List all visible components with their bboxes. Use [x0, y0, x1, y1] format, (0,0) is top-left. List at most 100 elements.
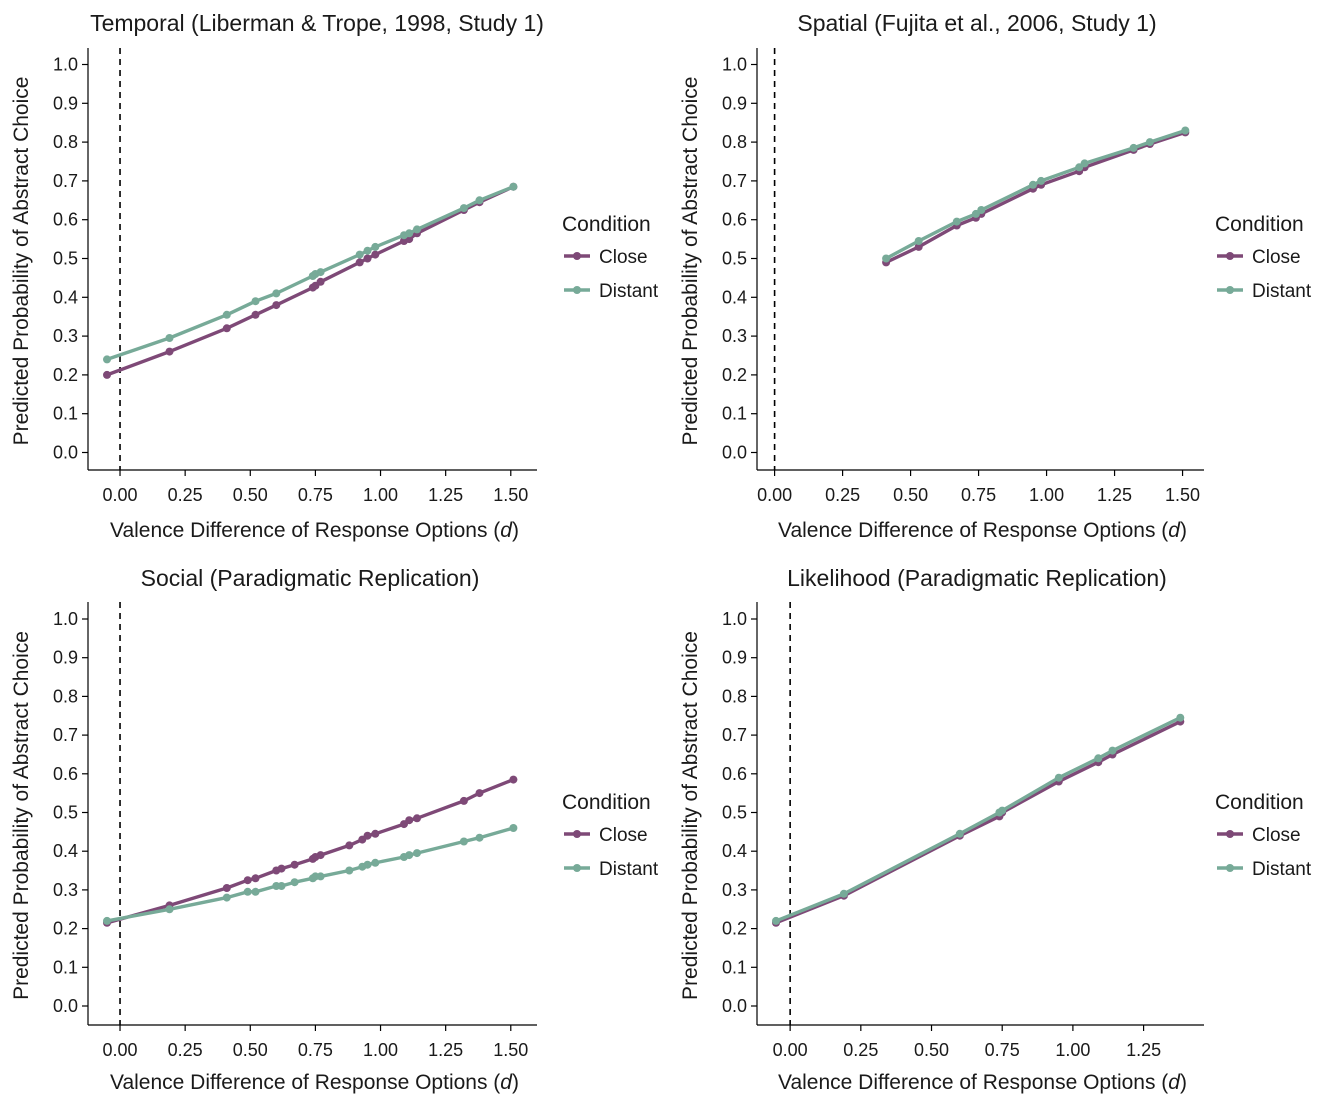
data-point-close	[103, 370, 111, 379]
data-point-close	[277, 864, 286, 873]
chart-panel-4: Likelihood (Paradigmatic Replication) 0.0…	[679, 565, 1312, 1094]
y-tick-label: 0.1	[722, 957, 747, 977]
y-tick-label: 0.0	[722, 443, 747, 463]
x-axis-label-text: Valence Difference of Response Options (	[778, 1071, 1168, 1094]
x-axis-label: Valence Difference of Response Options (…	[778, 1071, 1187, 1094]
data-point-distant	[371, 858, 380, 867]
data-point-distant	[955, 829, 964, 838]
y-tick-label: 0.4	[53, 287, 78, 307]
x-tick-label: 1.25	[428, 485, 463, 505]
y-tick-label: 0.0	[53, 443, 78, 463]
y-tick-label: 0.4	[722, 287, 747, 307]
data-point-close	[272, 301, 281, 310]
data-point-distant	[1145, 138, 1154, 147]
x-tick-label: 1.50	[493, 485, 528, 505]
y-tick-label: 0.5	[53, 803, 78, 823]
y-tick-label: 0.7	[53, 725, 78, 745]
x-axis-label-text: Valence Difference of Response Options (	[778, 519, 1168, 542]
legend-label: Distant	[1252, 281, 1312, 302]
y-tick-label: 0.1	[53, 957, 78, 977]
y-tick-label: 0.6	[53, 210, 78, 230]
y-tick-label: 0.4	[53, 841, 78, 861]
legend-title: Condition	[1215, 213, 1304, 236]
data-point-distant	[413, 849, 421, 858]
data-point-distant	[1054, 773, 1063, 782]
x-tick-label: 1.00	[363, 485, 398, 505]
x-tick-label: 1.00	[1055, 1040, 1090, 1060]
x-tick-label: 1.00	[1029, 485, 1064, 505]
x-axis-label-italic: d	[500, 1071, 513, 1094]
y-axis-label: Predicted Probability of Abstract Choice	[10, 631, 33, 1000]
x-axis-label-suffix: )	[1180, 1071, 1187, 1094]
x-axis-label-text: Valence Difference of Response Options (	[110, 1071, 500, 1094]
x-tick-label: 0.25	[168, 1040, 203, 1060]
series-line-close	[106, 778, 515, 925]
data-point-close	[371, 250, 380, 259]
data-point-distant	[839, 889, 848, 898]
chart-title: Social (Paradigmatic Replication)	[141, 565, 480, 591]
y-tick-label: 0.4	[722, 841, 747, 861]
data-point-close	[243, 876, 252, 885]
chart-title: Likelihood (Paradigmatic Replication)	[787, 565, 1167, 591]
y-tick-label: 0.5	[722, 249, 747, 269]
y-tick-label: 0.2	[722, 365, 747, 385]
y-tick-label: 0.0	[722, 996, 747, 1016]
y-tick-label: 0.7	[722, 171, 747, 191]
legend-label: Close	[599, 825, 648, 846]
x-tick-label: 1.25	[1126, 1040, 1161, 1060]
data-point-distant	[222, 893, 231, 902]
legend: Condition Close Distant	[562, 213, 659, 302]
x-axis-label-italic: d	[500, 519, 513, 542]
legend-label: Close	[599, 247, 648, 268]
data-point-distant	[165, 334, 174, 342]
y-tick-label: 0.9	[722, 648, 747, 668]
data-point-distant	[772, 916, 780, 925]
data-point-distant	[277, 882, 286, 890]
y-tick-label: 0.9	[53, 648, 78, 668]
x-axis-label-suffix: )	[1180, 519, 1187, 542]
x-tick-label: 0.50	[914, 1040, 949, 1060]
x-tick-label: 0.00	[757, 485, 792, 505]
legend: Condition Close Distant	[1215, 791, 1312, 880]
y-tick-label: 0.2	[53, 919, 78, 939]
x-tick-label: 0.00	[103, 1040, 138, 1060]
x-tick-label: 0.50	[893, 485, 928, 505]
data-point-distant	[316, 872, 325, 881]
data-point-close	[509, 775, 518, 784]
legend: Condition Close Distant	[562, 791, 659, 880]
y-tick-label: 0.3	[722, 880, 747, 900]
data-point-distant	[165, 905, 174, 914]
chart-panel-2: Spatial (Fujita et al., 2006, Study 1) 0.…	[679, 10, 1312, 542]
data-point-close	[475, 789, 484, 798]
y-tick-label: 0.8	[53, 686, 78, 706]
x-tick-label: 0.75	[985, 1040, 1020, 1060]
data-point-distant	[459, 204, 468, 213]
x-tick-label: 0.75	[298, 1040, 333, 1060]
data-point-distant	[459, 837, 468, 846]
data-point-close	[222, 884, 231, 892]
x-tick-label: 1.50	[1165, 485, 1200, 505]
data-point-distant	[1037, 176, 1046, 185]
x-axis-label-italic: d	[1168, 1071, 1181, 1094]
data-point-distant	[290, 878, 299, 887]
data-point-close	[222, 324, 231, 333]
chart-panel-3: Social (Paradigmatic Replication) 0.0 0.1 0…	[10, 565, 659, 1094]
y-tick-label: 0.5	[53, 249, 78, 269]
legend-key-point	[1226, 286, 1234, 294]
chart-panel-1: Temporal (Liberman & Trope, 1998, Study …	[10, 10, 659, 542]
legend-title: Condition	[562, 213, 651, 236]
x-tick-label: 0.00	[103, 485, 138, 505]
data-point-close	[251, 310, 260, 319]
data-point-distant	[1094, 754, 1103, 763]
y-tick-label: 0.6	[722, 764, 747, 784]
x-axis-label-suffix: )	[512, 1071, 519, 1094]
x-tick-label: 0.00	[773, 1040, 808, 1060]
data-point-distant	[371, 242, 380, 251]
data-point-distant	[998, 806, 1007, 815]
data-point-close	[371, 829, 380, 838]
y-tick-label: 0.8	[53, 132, 78, 152]
data-point-close	[290, 860, 299, 869]
legend-key-point	[573, 252, 581, 260]
x-axis-label-italic: d	[1168, 519, 1181, 542]
